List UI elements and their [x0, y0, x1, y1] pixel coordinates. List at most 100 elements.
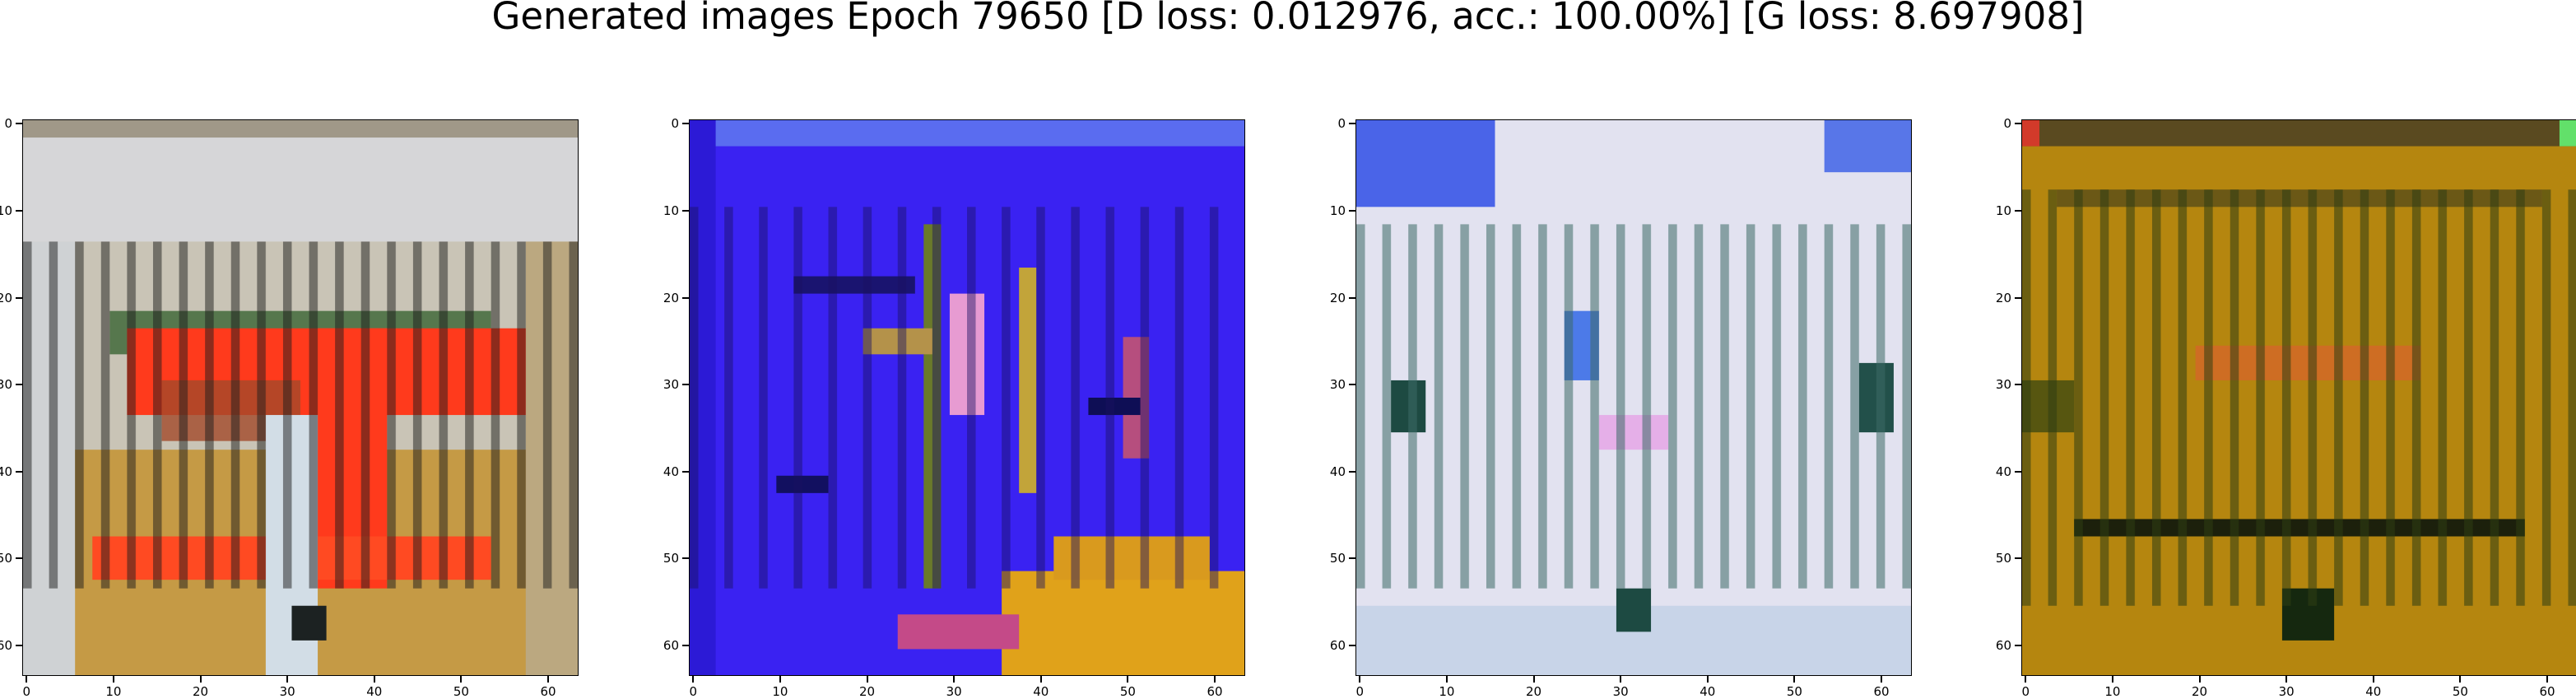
y-tick-mark [16, 384, 22, 386]
x-tick-label: 20 [858, 684, 876, 699]
x-tick-mark [373, 676, 375, 683]
y-tick-mark [2015, 209, 2021, 212]
y-tick-label: 10 [1329, 203, 1346, 218]
y-tick-mark [1349, 123, 1355, 125]
y-tick-mark [682, 123, 689, 125]
y-tick-label: 0 [1337, 116, 1346, 132]
y-tick-label: 50 [0, 551, 12, 566]
x-tick-mark [1793, 676, 1796, 683]
x-tick-mark [460, 676, 463, 683]
x-tick-label: 20 [1525, 684, 1542, 699]
y-tick-label: 10 [0, 203, 12, 218]
x-tick-label: 0 [689, 684, 698, 699]
x-tick-label: 60 [540, 684, 556, 699]
x-tick-mark [1445, 676, 1448, 683]
y-tick-label: 10 [663, 203, 679, 218]
x-tick-mark [1359, 676, 1361, 683]
y-tick-label: 40 [1329, 464, 1346, 479]
x-tick-label: 30 [946, 684, 962, 699]
y-tick-mark [1349, 645, 1355, 647]
x-tick-mark [199, 676, 202, 683]
x-tick-mark [1620, 676, 1622, 683]
x-tick-mark [953, 676, 956, 683]
y-tick-mark [16, 470, 22, 473]
generated-image-4 [2021, 119, 2576, 676]
y-tick-mark [2015, 557, 2021, 560]
y-tick-mark [682, 384, 689, 386]
y-tick-mark [16, 123, 22, 125]
y-tick-mark [1349, 296, 1355, 299]
y-tick-label: 40 [1995, 464, 2011, 479]
x-tick-mark [286, 676, 289, 683]
x-tick-label: 10 [105, 684, 122, 699]
y-tick-label: 60 [1329, 638, 1346, 654]
x-tick-label: 60 [2539, 684, 2555, 699]
x-tick-label: 50 [1786, 684, 1802, 699]
y-tick-mark [2015, 384, 2021, 386]
x-tick-label: 50 [453, 684, 469, 699]
y-tick-mark [16, 557, 22, 560]
generated-image-3 [1355, 119, 1912, 676]
x-tick-label: 10 [772, 684, 788, 699]
x-tick-label: 60 [1207, 684, 1223, 699]
y-tick-mark [682, 470, 689, 473]
x-tick-label: 40 [2365, 684, 2382, 699]
generated-image-1 [22, 119, 579, 676]
x-tick-mark [2111, 676, 2113, 683]
y-tick-mark [1349, 557, 1355, 560]
y-tick-mark [16, 645, 22, 647]
x-tick-label: 40 [1700, 684, 1716, 699]
y-tick-label: 50 [1329, 551, 1346, 566]
x-tick-label: 40 [366, 684, 383, 699]
x-tick-mark [866, 676, 868, 683]
x-tick-label: 0 [22, 684, 31, 699]
x-tick-label: 10 [1439, 684, 1455, 699]
y-tick-label: 60 [0, 638, 12, 654]
x-tick-label: 0 [2021, 684, 2030, 699]
y-tick-label: 30 [0, 377, 12, 393]
image-panel-2: 0 10 20 30 40 50 60 0 10 20 30 40 50 60 [663, 116, 1245, 699]
y-tick-mark [2015, 296, 2021, 299]
x-tick-label: 50 [2452, 684, 2468, 699]
y-tick-label: 20 [1995, 290, 2011, 305]
y-tick-mark [1349, 470, 1355, 473]
figure-title: Generated images Epoch 79650 [D loss: 0.… [491, 0, 2085, 38]
y-tick-mark [2015, 645, 2021, 647]
image-panel-3: 0 10 20 30 40 50 60 0 10 20 30 40 50 60 [1330, 116, 1912, 699]
y-tick-label: 30 [1995, 377, 2011, 393]
x-tick-mark [692, 676, 695, 683]
x-tick-mark [1532, 676, 1535, 683]
x-tick-mark [779, 676, 781, 683]
x-tick-label: 20 [2191, 684, 2208, 699]
y-tick-label: 0 [4, 116, 12, 132]
y-tick-label: 50 [1995, 551, 2011, 566]
x-tick-label: 60 [1873, 684, 1890, 699]
x-tick-label: 30 [2278, 684, 2295, 699]
y-tick-mark [682, 209, 689, 212]
y-tick-mark [682, 557, 689, 560]
y-tick-label: 20 [1329, 290, 1346, 305]
y-tick-label: 30 [663, 377, 679, 393]
y-tick-label: 0 [671, 116, 679, 132]
x-tick-mark [2285, 676, 2288, 683]
y-tick-label: 20 [0, 290, 12, 305]
x-tick-mark [1039, 676, 1042, 683]
y-tick-label: 60 [1995, 638, 2011, 654]
x-tick-mark [1706, 676, 1709, 683]
x-tick-label: 50 [1119, 684, 1136, 699]
y-tick-mark [682, 645, 689, 647]
x-tick-mark [112, 676, 114, 683]
y-tick-label: 30 [1329, 377, 1346, 393]
image-panel-1: 0 10 20 30 40 50 60 0 10 20 30 40 50 60 [0, 116, 579, 699]
y-tick-label: 10 [1995, 203, 2011, 218]
y-tick-label: 40 [663, 464, 679, 479]
y-tick-mark [1349, 209, 1355, 212]
generated-image-2 [689, 119, 1245, 676]
y-tick-label: 0 [2003, 116, 2011, 132]
x-tick-label: 0 [1355, 684, 1365, 699]
x-tick-mark [1881, 676, 1883, 683]
x-tick-mark [2546, 676, 2549, 683]
x-tick-label: 10 [2104, 684, 2121, 699]
image-panel-4: 0 10 20 30 40 50 60 0 10 20 30 40 50 60 [1996, 116, 2576, 699]
x-tick-label: 20 [192, 684, 209, 699]
